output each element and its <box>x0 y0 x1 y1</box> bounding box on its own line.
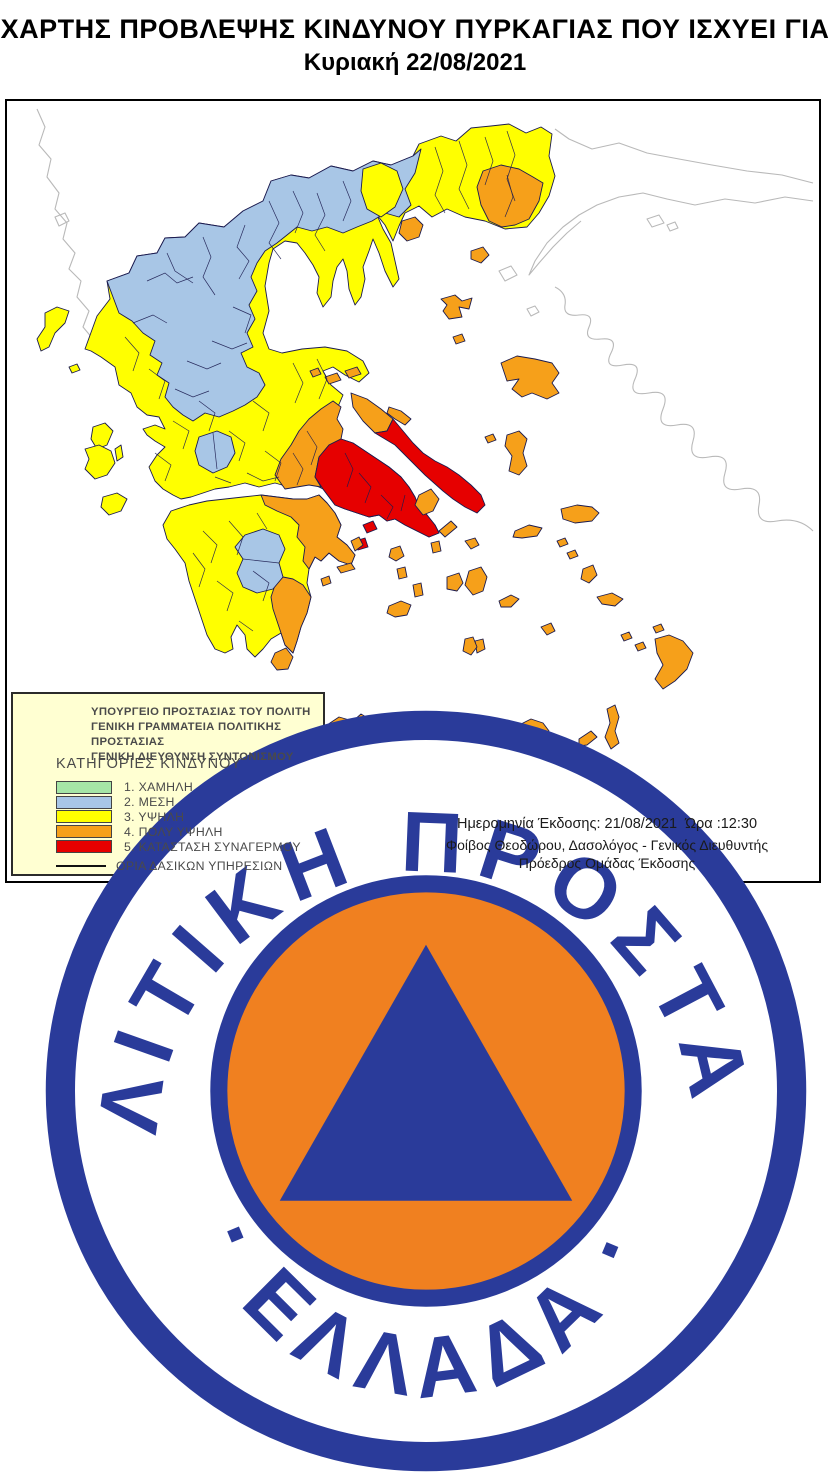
symi-island <box>652 623 665 634</box>
sifnos-island <box>412 582 424 598</box>
syros-island <box>430 540 442 554</box>
chios-island <box>504 430 528 476</box>
patmos-island <box>556 537 569 548</box>
alert-risk-label: 5. ΚΑΤΑΣΤΑΣΗ ΣΥΝΑΓΕΡΜΟΥ <box>124 839 301 854</box>
north-medium-zone <box>106 148 422 422</box>
nisyros-island <box>620 631 633 642</box>
issue-date-line: Ημερομηνία Έκδοσης: 21/08/2021 Ώρα :12:3… <box>456 816 758 832</box>
samothrace-island <box>470 246 490 264</box>
low-risk-label: 1. ΧΑΜΗΛΗ <box>124 780 193 795</box>
central-very-high-zone <box>274 400 344 490</box>
ios-island <box>474 638 486 654</box>
evros-very-high-zone <box>476 164 544 228</box>
serifos-island <box>396 566 408 580</box>
skyros-island <box>386 406 412 426</box>
lefkada-island <box>90 422 114 450</box>
rhodes-island <box>654 634 694 690</box>
issue-info: Ημερομηνία Έκδοσης: 21/08/2021 Ώρα :12:3… <box>407 816 807 871</box>
title-line-1: ΧΑΡΤΗΣ ΠΡΟΒΛΕΨΗΣ ΚΙΝΔΥΝΟΥ ΠΥΡΚΑΓΙΑΣ ΠΟΥ … <box>0 14 830 44</box>
dodecanese-islands <box>556 537 694 750</box>
legend-item-very-high: 4. ΠΟΛΥ ΥΨΗΛΗ <box>56 824 301 839</box>
cyclades-islands <box>350 488 556 656</box>
risk-categories-title: ΚΑΤΗΓΟΡΙΕΣ ΚΙΝΔΥΝΟΥ <box>56 756 242 772</box>
forest-boundaries-label: ΟΡΙΑ ΔΑΣΙΚΩΝ ΥΠΗΡΕΣΙΩΝ <box>116 859 283 873</box>
forest-boundaries-row: ΟΡΙΑ ΔΑΣΙΚΩΝ ΥΠΗΡΕΣΙΩΝ <box>56 859 282 873</box>
alert-risk-swatch <box>56 840 112 854</box>
hydra-island <box>336 562 356 574</box>
corinthia-very-high-zone <box>260 494 356 570</box>
limnos-island <box>440 294 473 320</box>
skiathos-island <box>309 367 322 378</box>
kythnos-island <box>388 545 405 562</box>
skopelos-island <box>324 372 342 385</box>
map-frame: ΠΟΛΙΤΙΚΗ ΠΡΟΣΤΑΣΙΑ · ΕΛΛΑΔΑ · ΥΠΟΥΡΓΕΙΟ … <box>5 99 821 1472</box>
org-line-directorate: ΓΕΝΙΚΗ ΔΙΕΥΘΥΝΣΗ ΣΥΝΤΟΝΙΣΜΟΥ <box>91 751 294 763</box>
kythira-island <box>270 647 294 671</box>
org-line-ministry: ΥΠΟΥΡΓΕΙΟ ΠΡΟΣΤΑΣΙΑΣ ΤΟΥ ΠΟΛΙΤΗ <box>91 706 311 718</box>
low-risk-swatch <box>56 780 112 794</box>
prefecture-boundaries <box>124 130 516 754</box>
serres-high-wedge <box>360 162 404 218</box>
medium-risk-swatch <box>56 795 112 809</box>
high-risk-swatch <box>56 810 112 824</box>
role-line: Πρόεδρος Ομάδας Έκδοσης <box>518 855 696 871</box>
ionian-islands <box>36 306 128 516</box>
organization-lines: ΥΠΟΥΡΓΕΙΟ ΠΡΟΣΤΑΣΙΑΣ ΤΟΥ ΠΟΛΙΤΗ ΓΕΝΙΚΗ Γ… <box>91 705 323 765</box>
karpathos-island <box>604 704 620 750</box>
naxos-island <box>464 566 488 596</box>
alonissos-island <box>344 366 362 379</box>
amorgos-island <box>498 594 520 608</box>
boundary-line-sample <box>56 865 106 867</box>
milos-island <box>386 600 412 618</box>
very-high-risk-label: 4. ΠΟΛΥ ΥΨΗΛΗ <box>124 824 223 839</box>
tilos-island <box>634 641 647 652</box>
agios-efstratios-island <box>452 333 466 345</box>
mykonos-island <box>464 537 480 550</box>
samos-island <box>560 504 600 524</box>
corfu-island <box>36 306 70 352</box>
kalymnos-island <box>580 564 598 584</box>
fire-risk-map-page: { "title": { "line1": "ΧΑΡΤΗΣ ΠΡΟΒΛΕΨΗΣ … <box>0 14 830 1472</box>
psara-island <box>484 433 497 444</box>
very-high-risk-swatch <box>56 825 112 839</box>
laconia-very-high-zone <box>270 576 312 654</box>
tinos-island <box>438 520 458 538</box>
paros-island <box>446 572 464 592</box>
lesbos-island <box>500 355 560 400</box>
paxoi-island <box>68 363 81 374</box>
attica-alert-zone <box>314 438 440 538</box>
title-date-line: Κυριακή 22/08/2021 <box>303 49 527 76</box>
spetses-island <box>320 575 332 587</box>
org-line-secretariat: ΓΕΝΙΚΗ ΓΡΑΜΜΑΤΕΙΑ ΠΟΛΙΤΙΚΗΣ ΠΡΟΣΤΑΣΙΑΣ <box>91 721 282 748</box>
zakynthos-island <box>100 492 128 516</box>
page-title: ΧΑΡΤΗΣ ΠΡΟΒΛΕΨΗΣ ΚΙΝΔΥΝΟΥ ΠΥΡΚΑΓΙΑΣ ΠΟΥ … <box>0 14 830 77</box>
legend-item-alert: 5. ΚΑΤΑΣΤΑΣΗ ΣΥΝΑΓΕΡΜΟΥ <box>56 839 301 854</box>
salamina-alert-island <box>362 520 378 534</box>
andros-island <box>414 488 440 516</box>
ithaki-island <box>114 444 124 462</box>
high-risk-label: 3. ΥΨΗΛΗ <box>124 809 185 824</box>
legend-item-high: 3. ΥΨΗΛΗ <box>56 810 301 825</box>
legend-item-low: 1. ΧΑΜΗΛΗ <box>56 780 301 795</box>
astypalea-island <box>540 622 556 636</box>
greek-territory <box>36 123 694 778</box>
kefalonia-island <box>84 444 116 480</box>
santorini-island <box>462 636 478 656</box>
north-aegean-islands <box>398 216 600 539</box>
risk-category-list: 1. ΧΑΜΗΛΗ 2. ΜΕΣΗ 3. ΥΨΗΛΗ 4. ΠΟΛΥ ΥΨΗΛΗ… <box>56 780 301 854</box>
ikaria-island <box>512 524 543 539</box>
sporades-islands <box>309 366 412 426</box>
neighbor-coastlines <box>36 108 814 532</box>
author-line: Φοίβος Θεοδώρου, Δασολόγος - Γενικός Διε… <box>445 837 769 853</box>
medium-risk-label: 2. ΜΕΣΗ <box>124 795 175 810</box>
thasos-island <box>398 216 424 242</box>
kea-island <box>350 536 364 552</box>
kos-island <box>596 592 624 607</box>
leros-island <box>566 549 579 560</box>
legend-box: ΠΟΛΙΤΙΚΗ ΠΡΟΣΤΑΣΙΑ · ΕΛΛΑΔΑ · ΥΠΟΥΡΓΕΙΟ … <box>11 692 807 1472</box>
south-evia-alert <box>374 418 486 514</box>
legend-item-medium: 2. ΜΕΣΗ <box>56 795 301 810</box>
